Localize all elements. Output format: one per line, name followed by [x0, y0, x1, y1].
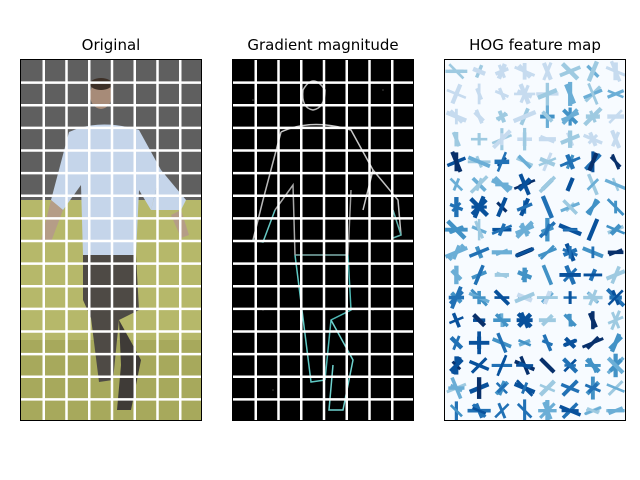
hog-cell	[608, 408, 624, 413]
hog-feature-map-title: HOG feature map	[444, 36, 626, 54]
hog-cell	[520, 341, 530, 345]
gradient-magnitude-image	[233, 60, 414, 421]
hog-cell	[475, 67, 483, 76]
hog-cell	[454, 134, 458, 145]
hog-cell	[541, 137, 554, 142]
hog-cell	[517, 294, 533, 300]
hog-feature-image	[445, 60, 626, 421]
hog-cell	[494, 250, 510, 254]
hog-cell	[477, 85, 480, 103]
gradient-magnitude-title: Gradient magnitude	[232, 36, 414, 54]
hog-feature-map-panel	[444, 59, 626, 421]
hog-cell	[453, 268, 459, 282]
hog-cell	[498, 113, 507, 121]
hog-cell	[497, 273, 507, 276]
original-title: Original	[20, 36, 202, 54]
hog-cell	[591, 313, 595, 328]
hog-cell	[612, 132, 618, 147]
gradient-magnitude-panel	[232, 59, 414, 421]
hog-cell	[544, 64, 550, 79]
hog-cell	[565, 340, 576, 346]
original-image	[21, 60, 202, 421]
hog-cell	[519, 314, 531, 326]
hog-cell	[610, 250, 622, 254]
original-image-panel	[20, 59, 202, 421]
